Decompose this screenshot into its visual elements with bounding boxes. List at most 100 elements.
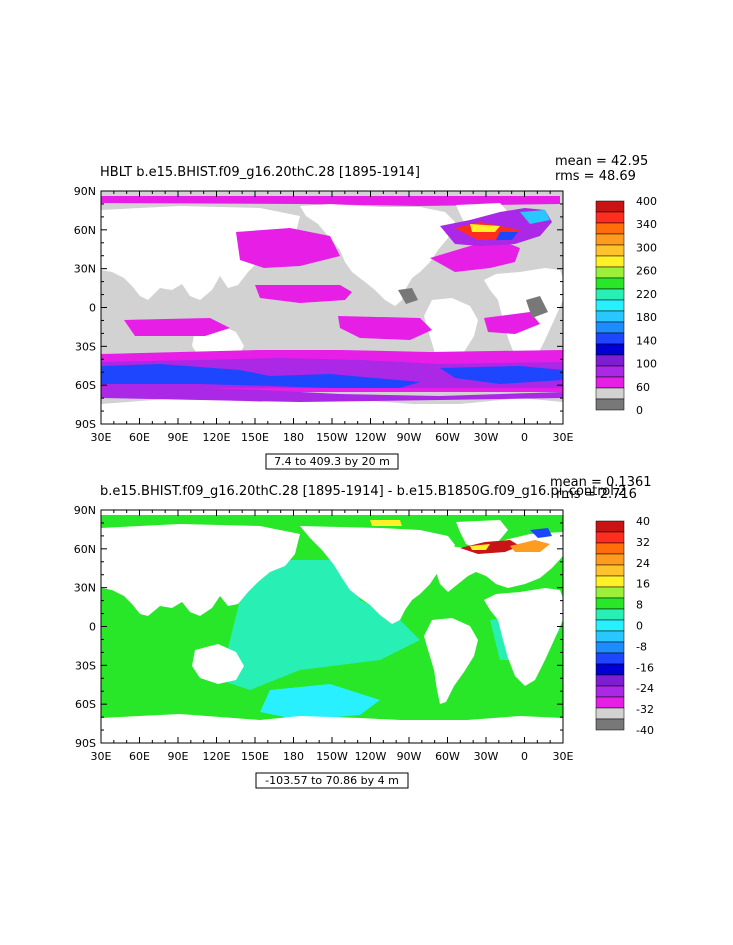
colorbar-label: 340 — [636, 218, 657, 231]
y-tick-label: 60N — [74, 543, 96, 556]
colorbar-swatch — [595, 696, 625, 709]
top-x-tick-labels: 30E 60E 90E 120E 150E 180 150W 120W 90W 60W 30W 0 30… — [91, 431, 574, 444]
colorbar-label: 400 — [636, 195, 657, 208]
x-tick-label: 180 — [283, 431, 304, 444]
colorbar-swatch — [595, 575, 625, 588]
colorbar-swatch — [595, 608, 625, 621]
colorbar-swatch — [595, 520, 625, 533]
bottom-map — [101, 510, 563, 743]
colorbar-label: 60 — [636, 381, 650, 394]
colorbar-label: -40 — [636, 724, 654, 737]
colorbar-swatch — [595, 630, 625, 643]
x-tick-label: 30E — [553, 431, 574, 444]
y-tick-label: 90N — [74, 185, 96, 198]
colorbar-label: 220 — [636, 288, 657, 301]
x-tick-label: 180 — [283, 750, 304, 763]
colorbar-swatch — [595, 597, 625, 610]
top-axis-ticks — [100, 190, 564, 425]
bottom-title: b.e15.BHIST.f09_g16.20thC.28 [1895-1914]… — [100, 484, 626, 499]
x-tick-label: 90W — [397, 750, 422, 763]
x-tick-label: 30E — [91, 431, 112, 444]
bottom-range-box — [255, 772, 409, 789]
colorbar-swatch — [595, 354, 625, 367]
colorbar-swatch — [595, 586, 625, 599]
colorbar-label: 32 — [636, 536, 650, 549]
y-tick-label: 90S — [75, 737, 96, 750]
bottom-range-label: -103.57 to 70.86 by 4 m — [265, 774, 399, 787]
bottom-rms: rms = 2.716 — [556, 487, 637, 502]
y-tick-label: 60S — [75, 698, 96, 711]
colorbar-swatch — [595, 685, 625, 698]
colorbar-swatch — [595, 398, 625, 411]
y-tick-label: 30S — [75, 340, 96, 353]
colorbar-label: 180 — [636, 311, 657, 324]
colorbar-swatch — [595, 674, 625, 687]
top-mean: mean = 42.95 — [555, 154, 648, 169]
colorbar-swatch — [595, 233, 625, 246]
x-tick-label: 30E — [553, 750, 574, 763]
colorbar-swatch — [595, 244, 625, 257]
x-tick-label: 30E — [91, 750, 112, 763]
x-tick-label: 0 — [521, 431, 528, 444]
colorbar-label: 24 — [636, 557, 650, 570]
x-tick-label: 0 — [521, 750, 528, 763]
colorbar-swatch — [595, 663, 625, 676]
colorbar-label: 0 — [636, 404, 643, 417]
x-tick-label: 90E — [168, 431, 189, 444]
colorbar-label: 100 — [636, 358, 657, 371]
colorbar-swatch — [595, 299, 625, 312]
x-tick-label: 30W — [474, 750, 499, 763]
top-rms: rms = 48.69 — [555, 169, 636, 184]
colorbar-swatch — [595, 332, 625, 345]
bottom-mean: mean = 0.1361 — [550, 475, 652, 490]
y-tick-label: 30N — [74, 263, 96, 276]
y-tick-label: 60N — [74, 224, 96, 237]
x-tick-label: 90W — [397, 431, 422, 444]
colorbar-label: 300 — [636, 241, 657, 254]
top-range-label: 7.4 to 409.3 by 20 m — [274, 455, 390, 468]
colorbar-swatch — [595, 222, 625, 235]
x-tick-label: 90E — [168, 750, 189, 763]
bottom-axis-ticks — [100, 509, 564, 744]
colorbar-swatch — [595, 553, 625, 566]
colorbar-swatch — [595, 321, 625, 334]
colorbar-swatch — [595, 531, 625, 544]
x-tick-label: 30W — [474, 431, 499, 444]
colorbar-swatch — [595, 619, 625, 632]
y-tick-label: 0 — [89, 621, 96, 634]
colorbar-label: -24 — [636, 682, 654, 695]
colorbar-swatch — [595, 564, 625, 577]
colorbar-label: 140 — [636, 334, 657, 347]
colorbar-swatch — [595, 365, 625, 378]
top-title: HBLT b.e15.BHIST.f09_g16.20thC.28 [1895-… — [100, 165, 420, 180]
y-tick-label: 90N — [74, 504, 96, 517]
colorbar-swatch — [595, 641, 625, 654]
x-tick-label: 60W — [435, 750, 460, 763]
colorbar-swatch — [595, 542, 625, 555]
x-tick-label: 120E — [203, 431, 231, 444]
x-tick-label: 150W — [316, 431, 348, 444]
colorbar-swatch — [595, 707, 625, 720]
x-tick-label: 60W — [435, 431, 460, 444]
colorbar-swatch — [595, 376, 625, 389]
colorbar-label: -32 — [636, 703, 654, 716]
y-tick-label: 60S — [75, 379, 96, 392]
y-tick-label: 30N — [74, 582, 96, 595]
x-tick-label: 150E — [241, 750, 269, 763]
bottom-x-tick-labels: 30E 60E 90E 120E 150E 180 150W 120W 90W 60W 30W 0 30… — [91, 750, 574, 763]
colorbar-swatch — [595, 200, 625, 213]
colorbar-label: 8 — [636, 599, 643, 612]
x-tick-label: 60E — [129, 431, 150, 444]
bottom-panel: b.e15.BHIST.f09_g16.20thC.28 [1895-1914]… — [74, 475, 654, 789]
colorbar-label: -8 — [636, 640, 647, 653]
colorbar-swatch — [595, 255, 625, 268]
top-colorbar: 400 340 300 260 220 180 140 100 60 0 — [595, 195, 657, 417]
colorbar-swatch — [595, 211, 625, 224]
bottom-y-tick-labels: 90N 60N 30N 0 30S 60S 90S — [74, 504, 96, 750]
x-tick-label: 60E — [129, 750, 150, 763]
x-tick-label: 150E — [241, 431, 269, 444]
top-panel: HBLT b.e15.BHIST.f09_g16.20thC.28 [1895-… — [74, 154, 657, 470]
colorbar-swatch — [595, 718, 625, 731]
colorbar-swatch — [595, 277, 625, 290]
